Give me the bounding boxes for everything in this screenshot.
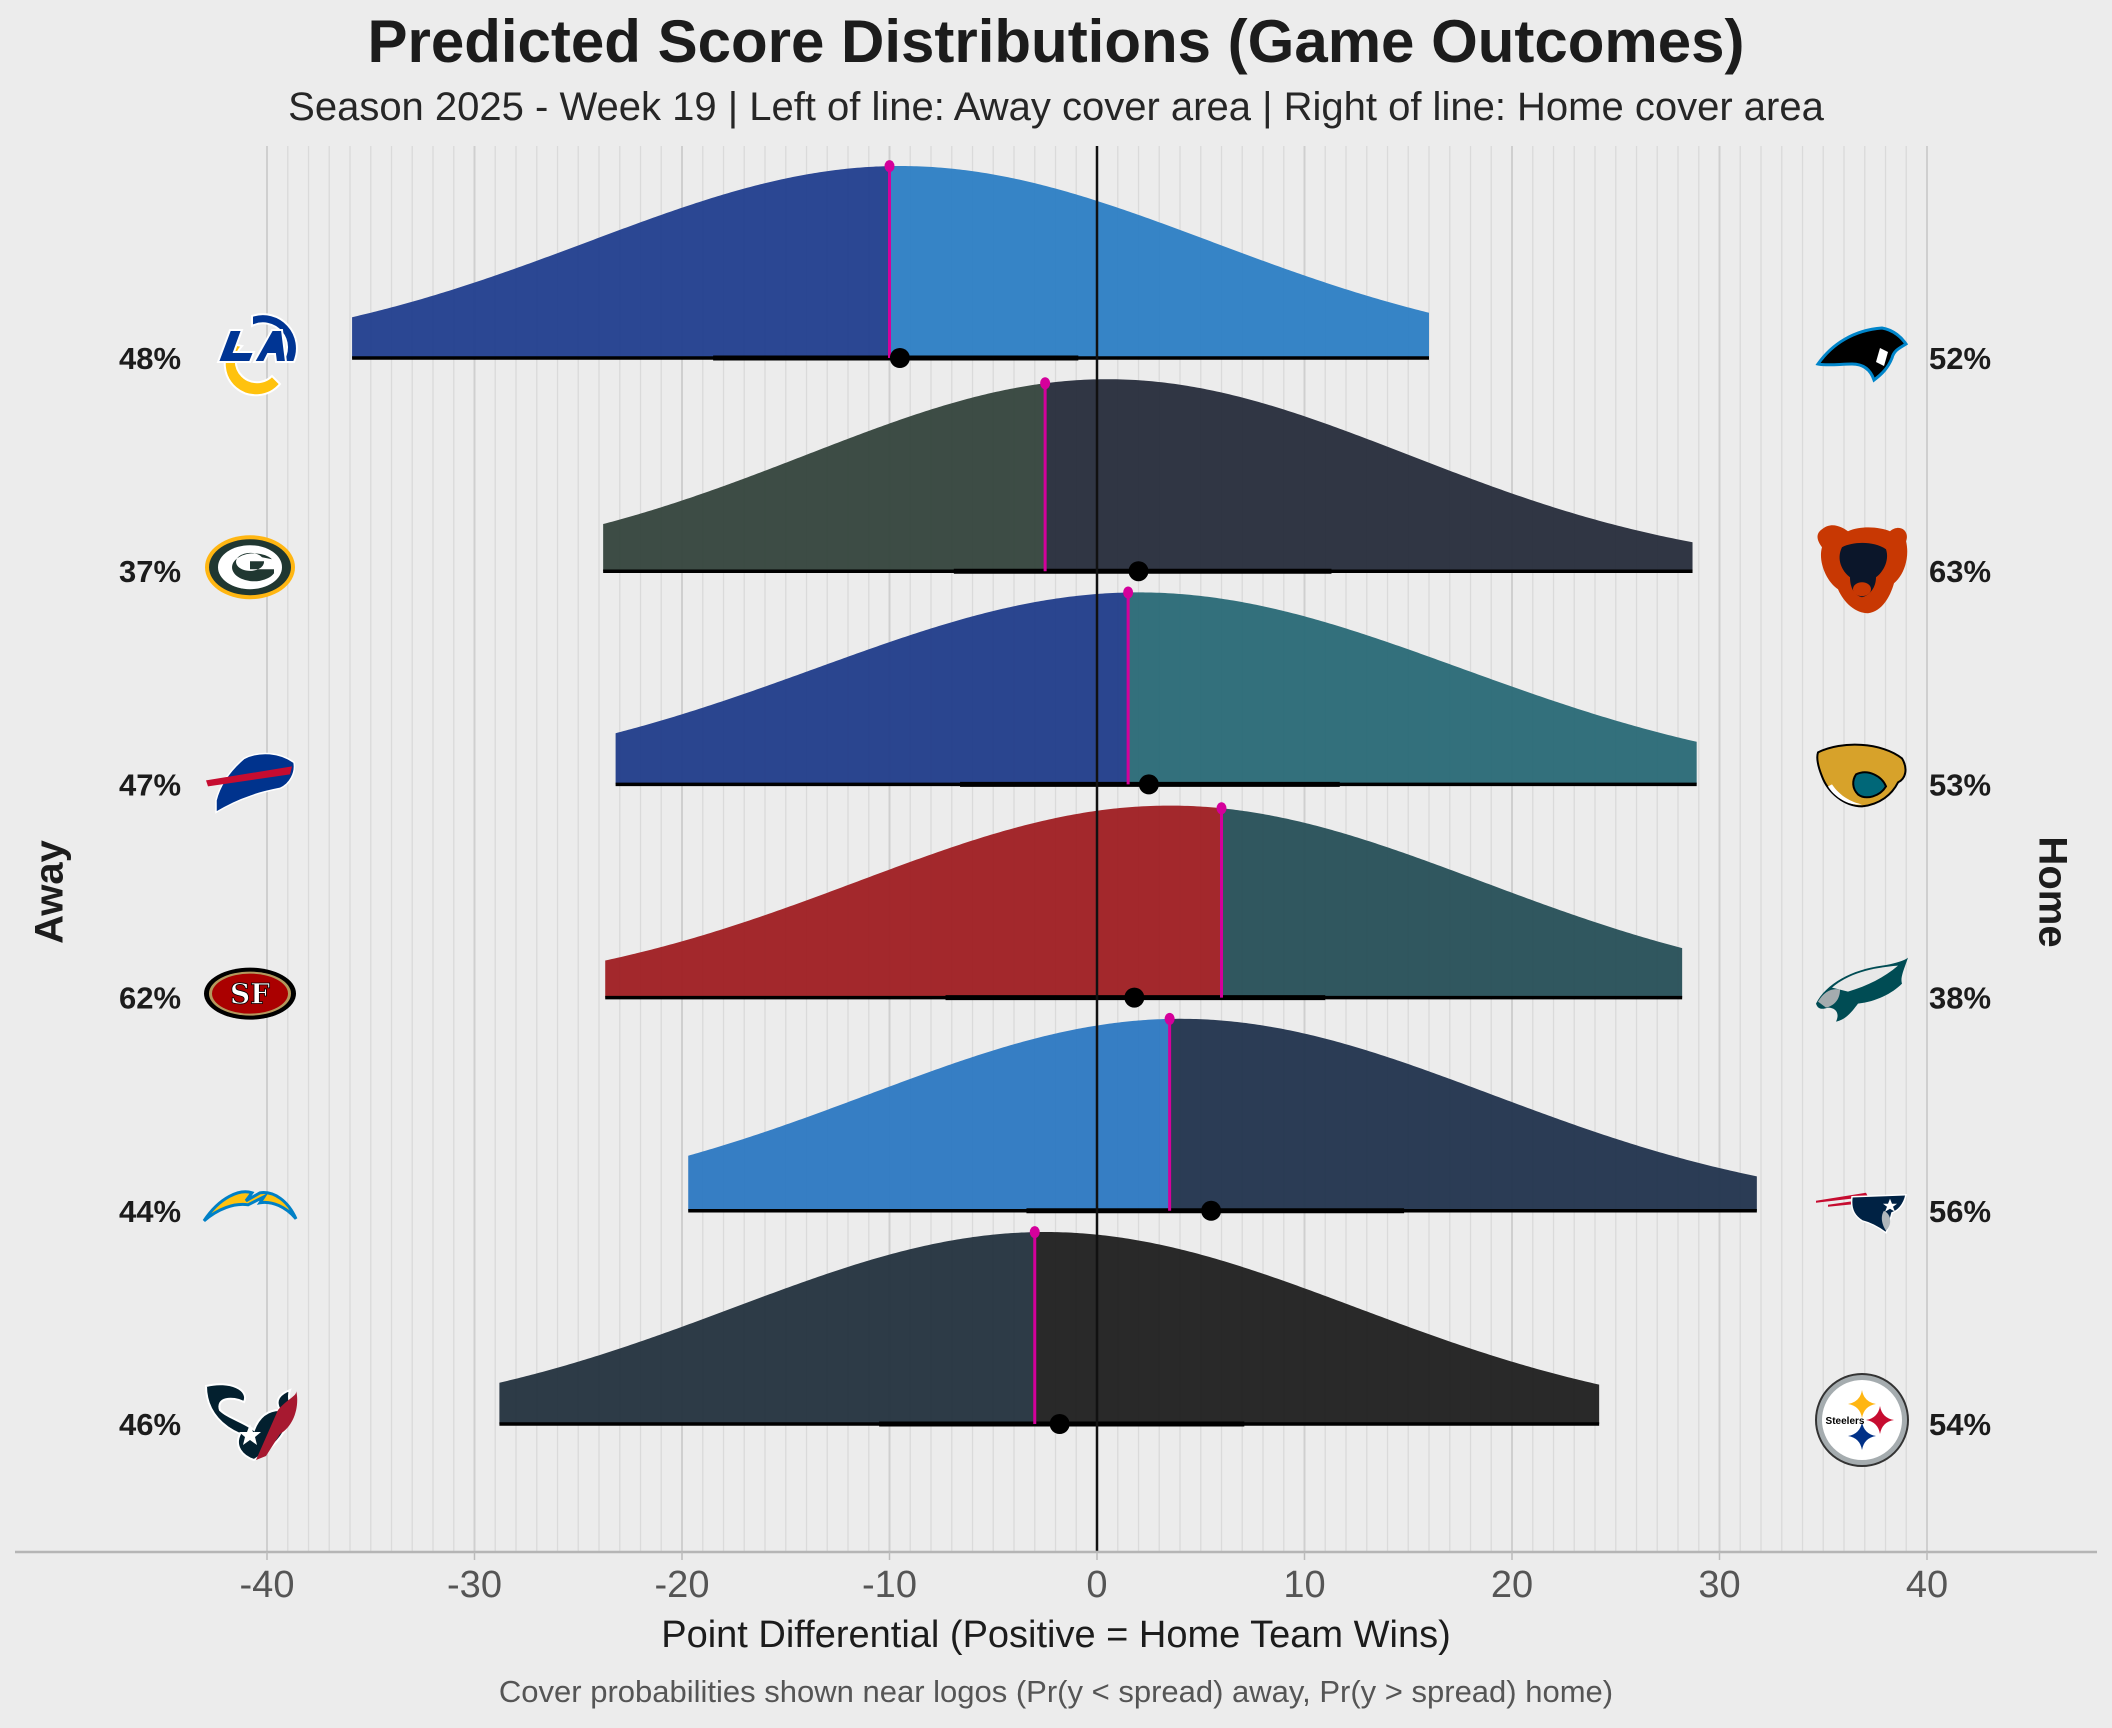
home-cover-area (1221, 808, 1683, 998)
ridge-49ers-at-eagles (605, 805, 1683, 1001)
away-cover-area (352, 166, 890, 358)
prediction-point (1124, 987, 1145, 1008)
away-cover-area (688, 1018, 1170, 1211)
prediction-point (889, 348, 910, 368)
x-tick-label: -40 (240, 1564, 295, 1606)
bills-logo-icon (206, 752, 296, 814)
x-axis: -40 -30 -20 -10 0 10 20 30 40 (15, 1550, 2097, 1606)
away-cover-probability: 46% (119, 1407, 181, 1442)
away-cover-probability: 47% (119, 767, 181, 802)
texans-logo-icon (204, 1383, 298, 1462)
x-tick-label: 20 (1491, 1564, 1533, 1606)
chart-title: Predicted Score Distributions (Game Outc… (367, 8, 1745, 75)
chart-subtitle: Season 2025 - Week 19 | Left of line: Aw… (288, 85, 1824, 129)
ridges (352, 166, 1757, 1427)
bears-logo-icon (1817, 525, 1908, 614)
home-cover-area (1034, 1232, 1600, 1424)
steelers-logo-icon: Steelers (1815, 1373, 1909, 1467)
spread-marker (1040, 377, 1051, 390)
prediction-point (1049, 1414, 1070, 1434)
away-cover-probability: 44% (119, 1194, 181, 1229)
home-cover-area (1128, 592, 1697, 785)
x-tick-label: 0 (1086, 1564, 1107, 1606)
svg-text:Steelers: Steelers (1826, 1416, 1865, 1427)
away-cover-area (615, 592, 1129, 785)
home-axis-label: Home (2030, 836, 2075, 948)
x-tick-label: -10 (862, 1564, 917, 1606)
x-tick-label: 40 (1906, 1564, 1948, 1606)
rams-logo-icon (216, 313, 298, 397)
x-tick-label: 30 (1698, 1564, 1740, 1606)
49ers-logo-icon: SF (204, 967, 296, 1020)
panthers-logo-icon (1815, 326, 1909, 383)
cover-probability-labels: 48% 52% 37% 63% 47% 53% 62% 38% 44% 56% 46% 54% (119, 341, 1991, 1442)
home-cover-probability: 52% (1929, 341, 1991, 376)
chart-caption: Cover probabilities shown near logos (Pr… (498, 1674, 1614, 1709)
spread-marker (884, 160, 895, 173)
jaguars-logo-icon (1816, 743, 1907, 808)
x-tick-label: -30 (447, 1564, 502, 1606)
prediction-point (1201, 1200, 1222, 1221)
svg-text:SF: SF (230, 978, 270, 1011)
away-cover-area (499, 1232, 1035, 1424)
chargers-logo-icon (202, 1190, 298, 1222)
patriots-logo-icon (1816, 1192, 1907, 1234)
home-cover-area (1045, 379, 1693, 572)
home-cover-probability: 53% (1929, 767, 1991, 802)
ridge-packers-at-bears (603, 379, 1693, 574)
home-cover-probability: 54% (1929, 1407, 1991, 1442)
ridge-texans-at-steelers (499, 1232, 1600, 1427)
ridge-bills-at-jaguars (615, 592, 1697, 787)
x-tick-label: 10 (1283, 1564, 1325, 1606)
spread-and-prediction-markers (884, 160, 1227, 1434)
spread-marker (1029, 1226, 1040, 1239)
prediction-point (1128, 561, 1149, 582)
spread-marker (1164, 1012, 1175, 1025)
spread-marker (1123, 586, 1134, 599)
away-cover-probability: 48% (119, 341, 181, 376)
team-logos: SF Steelers (202, 313, 1909, 1467)
home-cover-probability: 38% (1929, 981, 1991, 1016)
home-cover-probability: 63% (1929, 554, 1991, 589)
x-tick-label: -20 (655, 1564, 710, 1606)
away-axis-label: Away (27, 840, 72, 944)
prediction-point (1138, 774, 1159, 795)
eagles-logo-icon (1816, 957, 1908, 1022)
away-cover-probability: 62% (119, 981, 181, 1016)
ridge-rams-at-panthers (352, 166, 1429, 361)
spread-marker (1216, 802, 1227, 815)
home-cover-area (889, 166, 1429, 358)
away-cover-probability: 37% (119, 554, 181, 589)
x-axis-label: Point Differential (Positive = Home Team… (661, 1614, 1451, 1656)
away-cover-area (603, 383, 1046, 572)
away-cover-area (605, 805, 1222, 998)
home-cover-probability: 56% (1929, 1194, 1991, 1229)
packers-logo-icon (205, 535, 295, 600)
home-cover-area (1169, 1018, 1757, 1211)
